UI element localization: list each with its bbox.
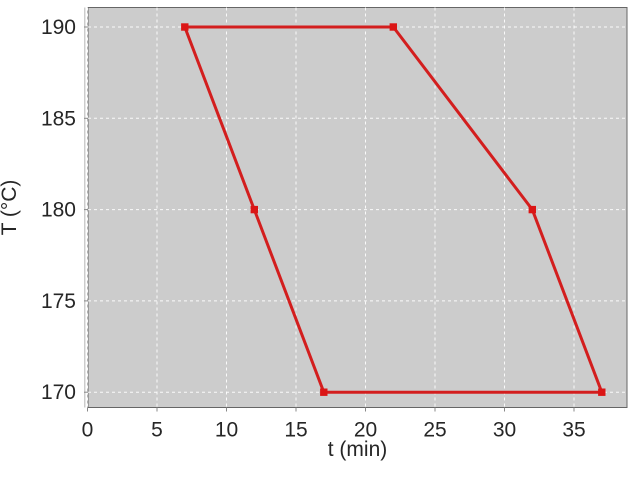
svg-text:10: 10 (215, 419, 238, 442)
svg-text:0: 0 (82, 419, 94, 442)
svg-text:5: 5 (151, 419, 163, 442)
svg-text:15: 15 (284, 419, 307, 442)
svg-text:180: 180 (41, 199, 76, 222)
svg-text:170: 170 (41, 381, 76, 404)
svg-text:30: 30 (493, 419, 516, 442)
svg-text:T (°C): T (°C) (0, 180, 21, 236)
svg-text:t (min): t (min) (328, 438, 388, 461)
svg-text:190: 190 (41, 16, 76, 39)
svg-text:35: 35 (562, 419, 585, 442)
svg-text:25: 25 (423, 419, 446, 442)
svg-text:185: 185 (41, 107, 76, 130)
svg-text:175: 175 (41, 290, 76, 313)
